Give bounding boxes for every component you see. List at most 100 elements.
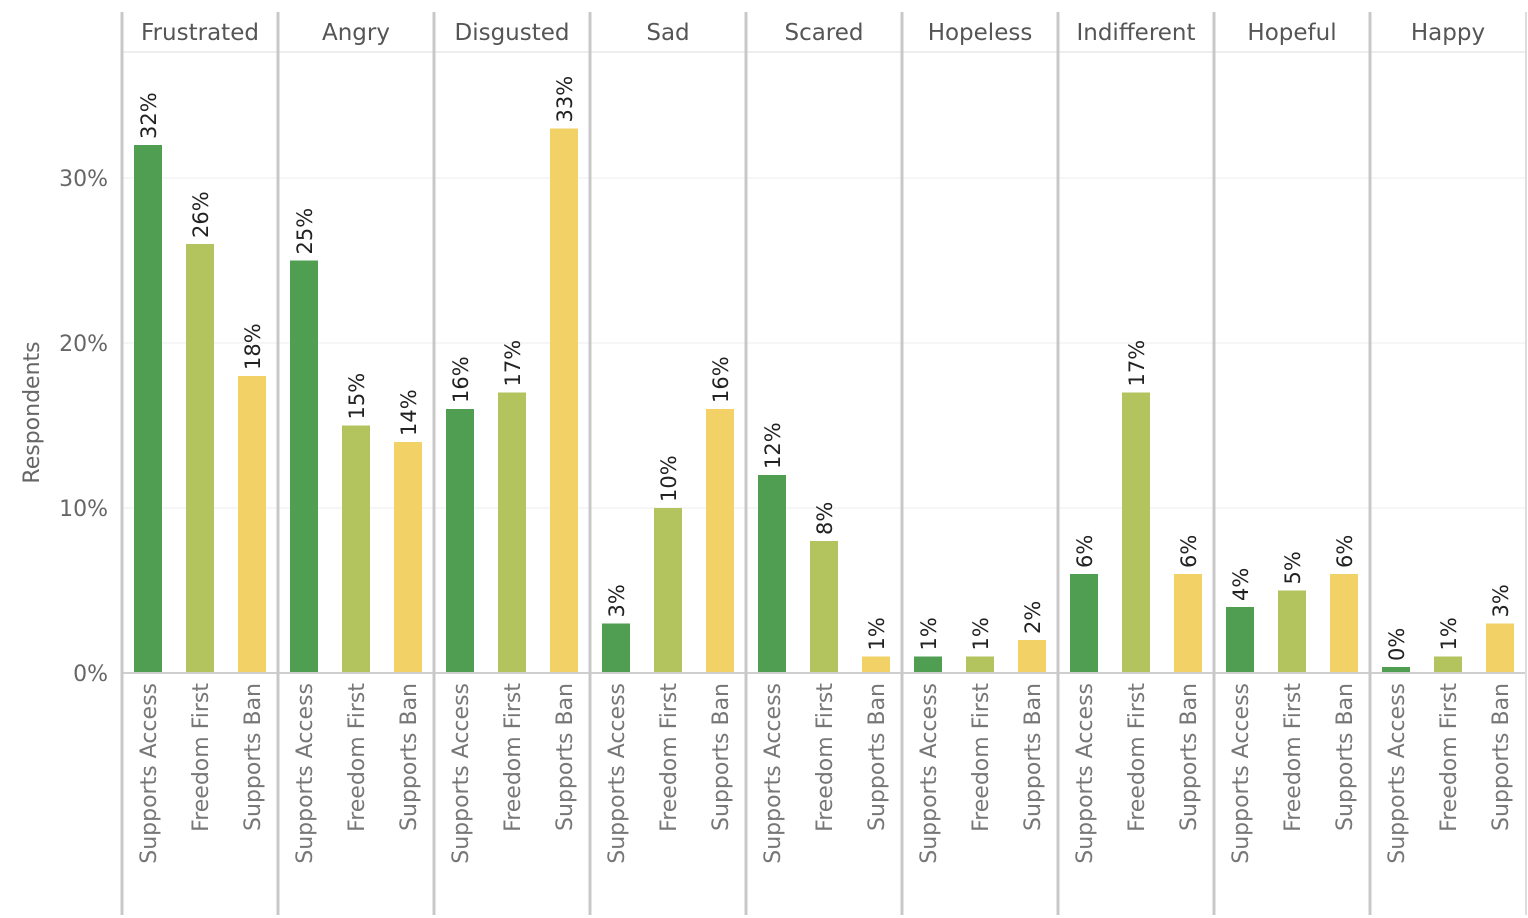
value-label: 1% [917, 617, 941, 650]
category-label: Supports Ban [1177, 683, 1202, 831]
value-label: 2% [1021, 601, 1045, 634]
bar [186, 244, 214, 673]
gridlines [122, 177, 1526, 509]
value-label: 15% [345, 373, 369, 420]
bar [706, 409, 734, 673]
value-label: 6% [1333, 535, 1357, 568]
value-label: 16% [709, 356, 733, 403]
bar [602, 623, 630, 673]
category-label: Supports Access [293, 683, 318, 864]
bar [758, 475, 786, 673]
bar [290, 260, 318, 673]
value-label: 16% [449, 356, 473, 403]
value-label: 10% [657, 455, 681, 502]
bar [394, 442, 422, 673]
category-label: Supports Access [1229, 683, 1254, 864]
value-label: 17% [501, 340, 525, 387]
value-label: 1% [969, 617, 993, 650]
value-label: 3% [1489, 584, 1513, 617]
y-tick-label: 0% [73, 662, 108, 687]
category-label: Supports Access [1385, 683, 1410, 864]
bar [1486, 623, 1514, 673]
value-label: 5% [1281, 551, 1305, 584]
labels: 0% 10% 20% 30% Respondents Frustrated 32% Suppo… [20, 20, 1514, 864]
value-label: 1% [865, 617, 889, 650]
bar [1330, 574, 1358, 673]
bar [1122, 392, 1150, 673]
category-label: Freedom First [813, 683, 838, 832]
category-label: Supports Access [605, 683, 630, 864]
y-tick-label: 10% [59, 497, 108, 522]
bar [1070, 574, 1098, 673]
category-label: Supports Access [761, 683, 786, 864]
y-tick-label: 20% [59, 332, 108, 357]
value-label: 26% [189, 191, 213, 238]
panel-title: Scared [784, 20, 863, 46]
value-label: 32% [137, 92, 161, 139]
category-label: Freedom First [1125, 683, 1150, 832]
bar [966, 656, 994, 673]
bar [1018, 640, 1046, 673]
value-label: 1% [1437, 617, 1461, 650]
value-label: 6% [1177, 535, 1201, 568]
category-label: Supports Access [1073, 683, 1098, 864]
bar [238, 376, 266, 673]
bar [342, 425, 370, 673]
category-label: Supports Ban [1489, 683, 1514, 831]
category-label: Freedom First [1437, 683, 1462, 832]
panel-title: Angry [322, 20, 390, 46]
value-label: 25% [293, 208, 317, 255]
value-label: 0% [1385, 628, 1409, 661]
bar [134, 145, 162, 673]
bar [654, 508, 682, 673]
category-label: Supports Access [917, 683, 942, 864]
category-label: Supports Ban [865, 683, 890, 831]
category-label: Supports Ban [397, 683, 422, 831]
category-label: Freedom First [345, 683, 370, 832]
bar [810, 541, 838, 673]
y-tick-label: 30% [59, 167, 108, 192]
bar [1278, 590, 1306, 673]
bar [550, 128, 578, 673]
category-label: Supports Ban [241, 683, 266, 831]
value-label: 4% [1229, 568, 1253, 601]
bar [1226, 607, 1254, 673]
bar [1174, 574, 1202, 673]
bar [498, 392, 526, 673]
y-axis-title: Respondents [20, 341, 45, 483]
panel-title: Hopeless [928, 20, 1033, 46]
value-label: 12% [761, 422, 785, 469]
value-label: 14% [397, 389, 421, 436]
category-label: Freedom First [189, 683, 214, 832]
bar [1382, 667, 1410, 673]
category-label: Supports Ban [1021, 683, 1046, 831]
panel-frames [120, 12, 1527, 915]
category-label: Supports Ban [553, 683, 578, 831]
panel-title: Disgusted [454, 20, 569, 46]
panel-title: Happy [1411, 20, 1485, 46]
category-label: Supports Access [137, 683, 162, 864]
category-label: Freedom First [969, 683, 994, 832]
category-label: Supports Access [449, 683, 474, 864]
value-label: 6% [1073, 535, 1097, 568]
category-label: Freedom First [1281, 683, 1306, 832]
value-label: 17% [1125, 340, 1149, 387]
category-label: Freedom First [657, 683, 682, 832]
bars [134, 128, 1514, 673]
panel-title: Sad [646, 20, 689, 46]
category-label: Freedom First [501, 683, 526, 832]
panel-title: Hopeful [1247, 20, 1336, 46]
panel-title: Indifferent [1076, 20, 1195, 46]
category-label: Supports Ban [709, 683, 734, 831]
panel-title: Frustrated [141, 20, 259, 46]
bar [1434, 656, 1462, 673]
value-label: 3% [605, 584, 629, 617]
value-label: 8% [813, 502, 837, 535]
bar [446, 409, 474, 673]
value-label: 33% [553, 76, 577, 123]
category-label: Supports Ban [1333, 683, 1358, 831]
bar [862, 656, 890, 673]
bar [914, 656, 942, 673]
